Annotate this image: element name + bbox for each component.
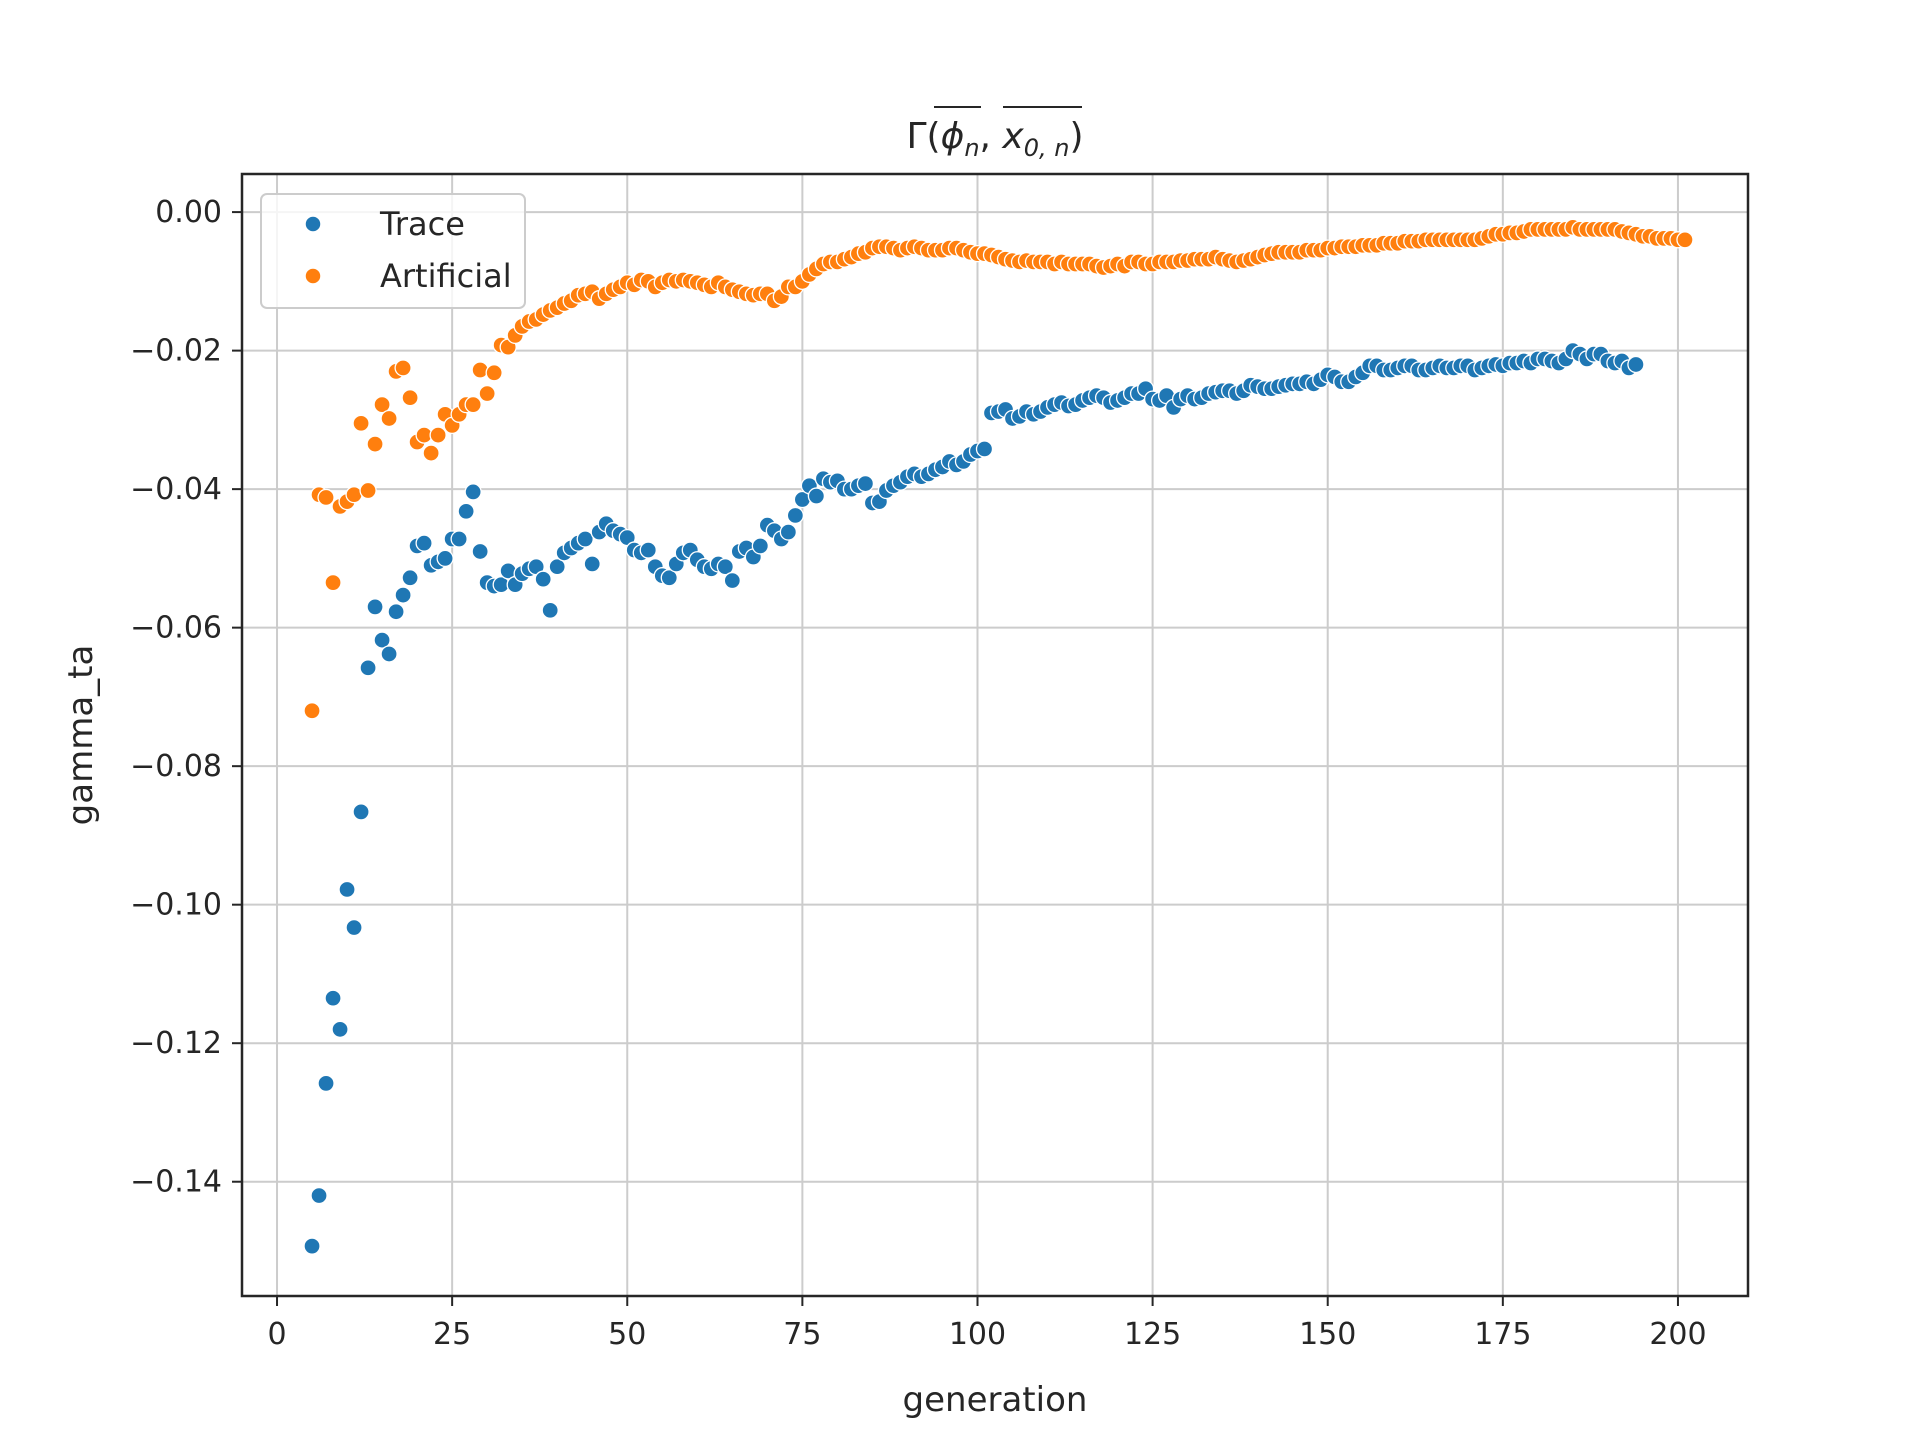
point-artificial bbox=[422, 444, 440, 462]
point-artificial bbox=[359, 481, 377, 500]
point-artificial bbox=[394, 359, 412, 377]
point-trace bbox=[366, 598, 384, 616]
legend-label-artificial: Artificial bbox=[380, 257, 512, 295]
y-tick-label: −0.02 bbox=[130, 334, 222, 369]
y-axis-label: gamma_ta bbox=[61, 645, 101, 826]
point-trace bbox=[464, 483, 482, 501]
series-trace bbox=[303, 341, 1645, 1255]
x-tick-label: 100 bbox=[949, 1317, 1006, 1352]
y-tick-label: −0.04 bbox=[130, 472, 222, 507]
point-trace bbox=[548, 558, 566, 576]
point-artificial bbox=[366, 435, 384, 453]
legend-box bbox=[260, 193, 526, 309]
point-trace bbox=[751, 537, 769, 555]
x-tick-label: 25 bbox=[433, 1317, 471, 1352]
point-trace bbox=[471, 542, 489, 561]
title-suffix: ) bbox=[1069, 116, 1083, 157]
point-trace bbox=[303, 1237, 321, 1255]
point-artificial bbox=[1676, 231, 1694, 249]
point-trace bbox=[415, 534, 433, 552]
x-axis-ticks: 0 25 50 75 100 125 150 175 200 bbox=[267, 1296, 1707, 1352]
point-trace bbox=[310, 1186, 328, 1205]
point-trace bbox=[317, 1074, 335, 1093]
x-tick-label: 50 bbox=[608, 1317, 646, 1352]
data-points bbox=[303, 218, 1694, 1255]
point-trace bbox=[380, 645, 398, 663]
legend-marker-artificial bbox=[304, 267, 322, 285]
chart-title: Γ(ϕn, x0, n) bbox=[906, 116, 1083, 162]
point-trace bbox=[373, 631, 391, 649]
title-phi: ϕ bbox=[941, 116, 965, 157]
point-artificial bbox=[401, 389, 419, 407]
point-trace bbox=[1627, 355, 1645, 374]
legend-marker-trace bbox=[304, 215, 322, 233]
x-axis-label: generation bbox=[903, 1380, 1088, 1420]
point-artificial bbox=[373, 395, 391, 414]
point-artificial bbox=[464, 395, 482, 414]
point-artificial bbox=[471, 361, 489, 379]
plot-background bbox=[242, 174, 1748, 1296]
point-artificial bbox=[324, 573, 342, 592]
y-tick-label: −0.10 bbox=[130, 888, 222, 923]
point-trace bbox=[576, 530, 594, 548]
point-trace bbox=[583, 555, 601, 573]
legend: Trace Artificial bbox=[260, 193, 526, 309]
point-trace bbox=[345, 918, 363, 937]
x-tick-label: 200 bbox=[1649, 1317, 1706, 1352]
point-trace bbox=[807, 487, 826, 505]
point-artificial bbox=[429, 426, 447, 444]
y-tick-label: −0.06 bbox=[130, 611, 222, 646]
x-tick-label: 150 bbox=[1299, 1317, 1356, 1352]
point-trace bbox=[856, 474, 875, 493]
legend-label-trace: Trace bbox=[379, 205, 465, 243]
point-trace bbox=[352, 803, 370, 821]
title-phi-subscript: n bbox=[964, 134, 979, 162]
point-artificial bbox=[478, 384, 496, 403]
x-tick-label: 175 bbox=[1474, 1317, 1531, 1352]
point-trace bbox=[450, 530, 468, 548]
point-trace bbox=[387, 603, 405, 621]
point-trace bbox=[716, 558, 734, 576]
point-trace bbox=[639, 541, 657, 559]
x-tick-label: 75 bbox=[783, 1317, 821, 1352]
point-trace bbox=[541, 601, 559, 619]
point-artificial bbox=[352, 414, 370, 432]
plot-frame bbox=[240, 172, 1750, 1298]
y-tick-label: −0.14 bbox=[130, 1165, 222, 1200]
point-trace bbox=[534, 570, 552, 588]
point-artificial bbox=[380, 409, 398, 428]
y-tick-label: −0.12 bbox=[130, 1026, 222, 1061]
y-tick-label: 0.00 bbox=[155, 195, 222, 230]
point-trace bbox=[436, 549, 454, 568]
point-trace bbox=[324, 989, 342, 1007]
point-trace bbox=[338, 880, 356, 899]
point-trace bbox=[401, 569, 419, 587]
point-trace bbox=[660, 569, 678, 587]
title-x: x bbox=[1001, 116, 1024, 157]
point-trace bbox=[331, 1020, 349, 1039]
point-artificial bbox=[485, 364, 503, 382]
x-tick-label: 125 bbox=[1124, 1317, 1181, 1352]
point-trace bbox=[786, 506, 805, 525]
x-tick-label: 0 bbox=[267, 1317, 286, 1352]
y-axis-ticks: 0.00 −0.02 −0.04 −0.06 −0.08 −0.10 −0.12 −0.14 bbox=[130, 195, 242, 1200]
point-artificial bbox=[303, 702, 321, 720]
point-trace bbox=[394, 586, 412, 604]
title-prefix: Γ( bbox=[906, 116, 940, 157]
point-trace bbox=[359, 659, 377, 677]
point-trace bbox=[723, 571, 741, 590]
point-trace bbox=[975, 440, 994, 458]
title-x-subscript: 0, n bbox=[1024, 134, 1070, 162]
point-trace bbox=[457, 502, 475, 520]
title-separator: , bbox=[980, 116, 1003, 157]
point-artificial bbox=[317, 488, 335, 507]
y-tick-label: −0.08 bbox=[130, 749, 222, 784]
series-artificial bbox=[303, 218, 1694, 720]
point-trace bbox=[779, 523, 798, 541]
